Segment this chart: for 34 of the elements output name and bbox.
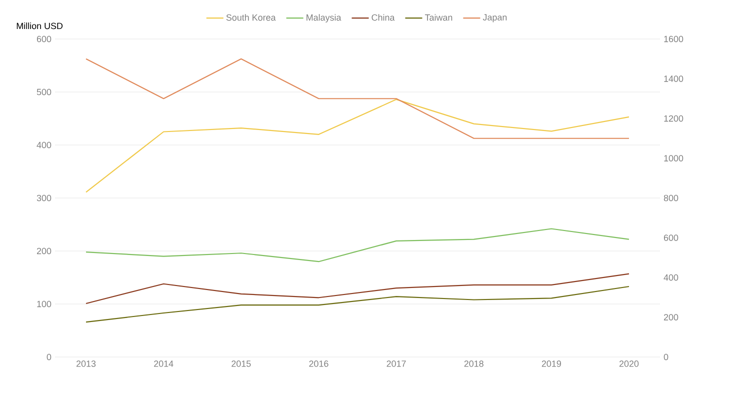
line-series <box>85 228 630 262</box>
y2-tick-label: 0 <box>664 354 668 360</box>
line-series <box>85 98 630 193</box>
line-series <box>85 286 630 323</box>
legend-label: Japan <box>482 14 507 22</box>
y2-tick-label: 200 <box>664 314 678 320</box>
y-tick-label: 200 <box>36 248 52 254</box>
y2-tick-label: 400 <box>664 274 678 281</box>
y2-tick-label: 1000 <box>664 155 684 162</box>
x-tick-label: 2019 <box>542 360 561 367</box>
x-tick-label: 2014 <box>154 360 174 367</box>
x-tick-label: 2018 <box>464 360 484 367</box>
legend-label: South Korea <box>226 14 276 21</box>
y2-tick-label: 600 <box>664 234 678 241</box>
x-tick-label: 2016 <box>309 360 328 367</box>
y2-tick-label: 1200 <box>664 115 684 122</box>
y-tick-label: 400 <box>36 142 52 148</box>
x-tick-label: 2013 <box>76 360 96 367</box>
y2-tick-label: 1600 <box>664 36 684 42</box>
y2-tick-label: 800 <box>664 194 678 202</box>
x-tick-label: 2017 <box>386 360 406 367</box>
y2-tick-label: 1400 <box>664 76 684 82</box>
legend-label: Taiwan <box>424 14 452 21</box>
line-series <box>85 273 630 304</box>
x-tick-label: 2020 <box>619 360 639 367</box>
y-tick-label: 500 <box>36 88 52 96</box>
y-tick-label: 300 <box>36 194 52 202</box>
y-tick-label: 600 <box>36 36 52 42</box>
y-tick-label: 100 <box>37 300 52 308</box>
legend-label: China <box>372 14 395 21</box>
y-tick-label: 0 <box>46 354 52 360</box>
x-tick-label: 2015 <box>232 360 251 367</box>
legend-label: Malaysia <box>306 14 342 22</box>
y-axis-title: Million USD <box>16 22 63 30</box>
